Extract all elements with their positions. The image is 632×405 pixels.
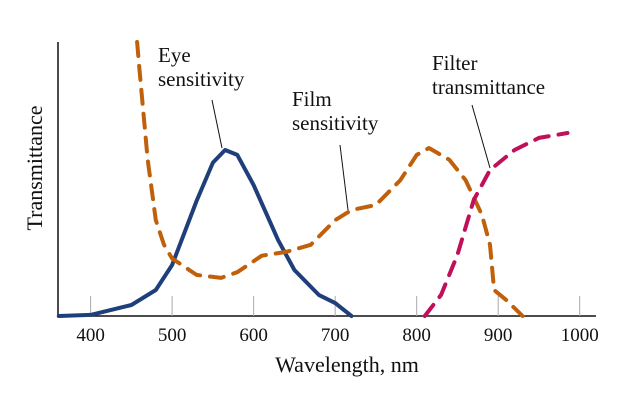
x-tick-label: 800 — [402, 325, 431, 346]
annotation: Film — [292, 87, 332, 111]
x-axis-label: Wavelength, nm — [275, 352, 419, 377]
annotation: sensitivity — [158, 67, 245, 91]
x-tick-label: 600 — [239, 325, 268, 346]
leader-line — [211, 99, 223, 149]
series-line — [422, 131, 570, 318]
x-tick-label: 1000 — [561, 325, 599, 346]
leader-line — [339, 144, 349, 211]
x-tick-label: 500 — [158, 325, 187, 346]
leader-line — [471, 104, 491, 169]
series-line — [135, 40, 525, 318]
series-line — [56, 148, 354, 318]
annotation: sensitivity — [292, 111, 379, 135]
x-tick-label: 700 — [321, 325, 350, 346]
annotation: Eye — [158, 43, 191, 67]
annotation: transmittance — [432, 75, 545, 99]
annotation: Filter — [432, 51, 478, 75]
x-tick-label: 900 — [484, 325, 513, 346]
x-tick-label: 400 — [76, 325, 105, 346]
y-axis-label: Transmittance — [22, 105, 47, 230]
